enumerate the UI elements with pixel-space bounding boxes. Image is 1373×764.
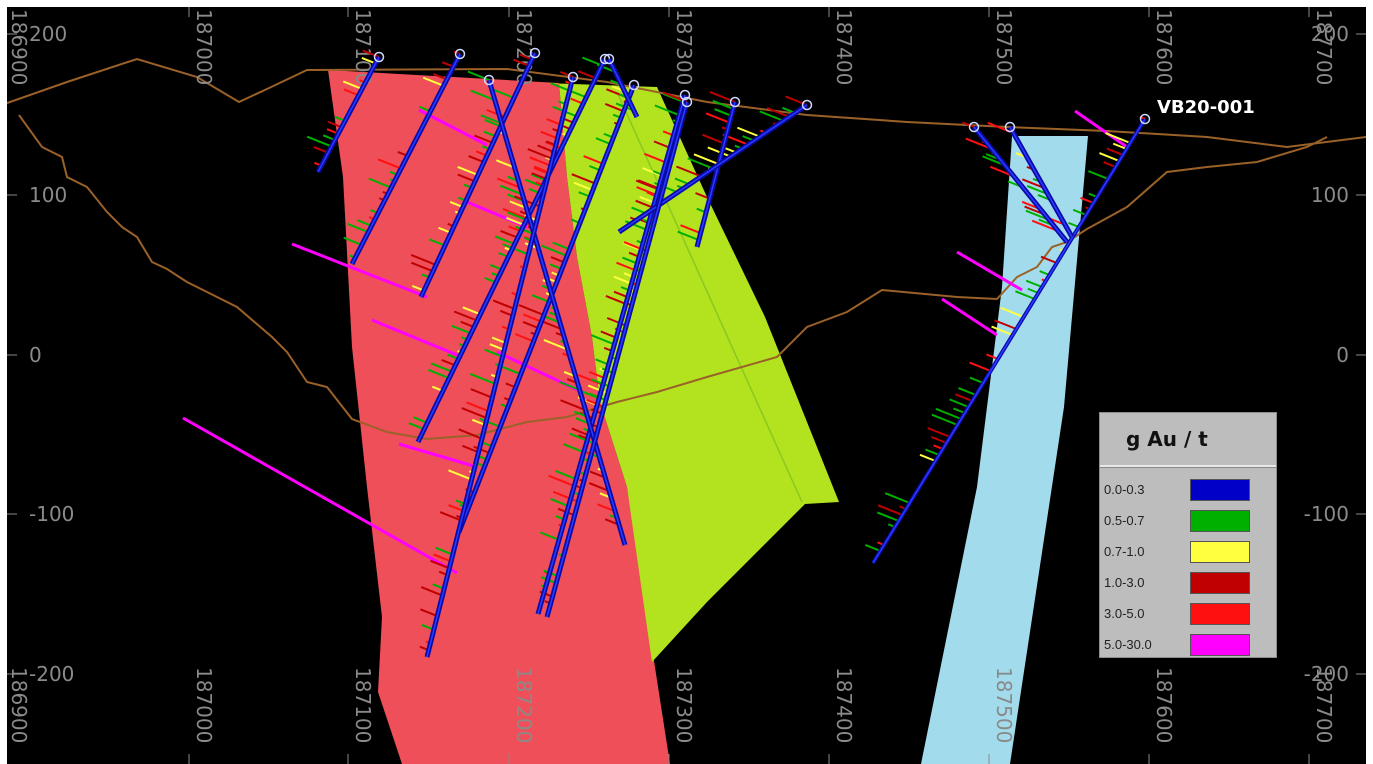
assay-tick [970, 378, 983, 383]
legend-item: 5.0-30.0 [1100, 634, 1276, 656]
assay-tick [885, 493, 910, 503]
legend-item: 0.0-0.3 [1100, 479, 1276, 501]
x-tick-label-top: 187300 [672, 9, 696, 85]
y-tick-label-right: -200 [1304, 662, 1349, 686]
legend-swatch [1190, 634, 1250, 656]
y-tick-label-right: 100 [1311, 183, 1349, 207]
y-tick-label-right: 0 [1336, 343, 1349, 367]
grade-legend: g Au / t 0.0-0.3 0.5-0.7 0.7-1.0 1.0-3.0… [1099, 412, 1277, 658]
assay-tick [1107, 149, 1123, 155]
legend-item-label: 1.0-3.0 [1104, 575, 1144, 590]
x-tick-label-bottom: 187600 [1152, 667, 1176, 743]
y-tick-label-left: -200 [29, 662, 74, 686]
x-tick-label-bottom: 186900 [7, 667, 31, 743]
cross-section-view: 186900 187000 187100 187200 187300 187400 1875… [7, 7, 1366, 764]
assay-tick [926, 450, 940, 455]
high-grade-interval [942, 299, 997, 335]
assay-tick [703, 135, 725, 144]
legend-swatch [1190, 479, 1250, 501]
assay-tick [877, 512, 898, 521]
x-tick-label-top: 187400 [832, 9, 856, 85]
x-tick-label-bottom: 187000 [192, 667, 216, 743]
y-tick-label-right: 200 [1311, 22, 1349, 46]
legend-swatch [1190, 510, 1250, 532]
y-tick-label-left: -100 [29, 502, 74, 526]
legend-swatch [1190, 572, 1250, 594]
x-tick-label-bottom: 187400 [832, 667, 856, 743]
y-tick-label-left: 200 [29, 22, 67, 46]
assay-tick [950, 399, 969, 407]
assay-tick [865, 545, 880, 551]
y-axis-left-labels: 200 100 0 -100 -200 [7, 22, 74, 686]
legend-swatch [1190, 603, 1250, 625]
assay-tick [1088, 171, 1108, 179]
legend-item-label: 0.7-1.0 [1104, 544, 1144, 559]
assay-tick [1099, 153, 1119, 161]
legend-title: g Au / t [1100, 413, 1276, 467]
assay-tick [958, 388, 975, 395]
legend-item-label: 5.0-30.0 [1104, 637, 1152, 652]
y-tick-label-left: 0 [29, 343, 42, 367]
x-tick-label-bottom: 187300 [672, 667, 696, 743]
x-tick-label-top: 187500 [992, 9, 1016, 85]
x-tick-label-bottom: 187500 [992, 667, 1016, 743]
x-tick-label-top: 186900 [7, 9, 31, 85]
legend-swatch [1190, 541, 1250, 563]
legend-item: 0.7-1.0 [1100, 541, 1276, 563]
assay-tick [920, 455, 935, 461]
y-axis-right-labels: 200 100 0 -100 -200 [1304, 22, 1366, 686]
assay-tick [786, 96, 807, 105]
assay-tick [928, 428, 950, 437]
assay-tick [970, 363, 991, 371]
x-tick-label-top: 187700 [1312, 9, 1336, 85]
assay-tick [737, 128, 760, 137]
y-tick-label-left: 100 [29, 183, 67, 207]
x-tick-label-bottom: 187100 [351, 667, 375, 743]
assay-tick [715, 109, 732, 116]
x-axis-bottom-labels: 186900 187000 187100 187200 187300 187400 1875… [7, 667, 1336, 764]
legend-item: 1.0-3.0 [1100, 572, 1276, 594]
assay-tick [582, 58, 602, 66]
assay-tick [578, 71, 595, 78]
legend-item-label: 3.0-5.0 [1104, 606, 1144, 621]
x-tick-label-top: 187600 [1152, 9, 1176, 85]
x-tick-label-bottom: 187200 [512, 667, 536, 743]
legend-item: 3.0-5.0 [1100, 603, 1276, 625]
legend-item: 0.5-0.7 [1100, 510, 1276, 532]
assay-tick [1080, 198, 1093, 203]
x-tick-label-top: 187000 [192, 9, 216, 85]
assay-tick [955, 394, 972, 401]
legend-item-label: 0.5-0.7 [1104, 513, 1144, 528]
legend-item-label: 0.0-0.3 [1104, 482, 1144, 497]
y-tick-label-right: -100 [1304, 502, 1349, 526]
x-axis-top-labels: 186900 187000 187100 187200 187300 187400 1875… [7, 7, 1336, 85]
drill-hole-label: VB20-001 [1157, 97, 1255, 118]
assay-tick [931, 437, 946, 443]
